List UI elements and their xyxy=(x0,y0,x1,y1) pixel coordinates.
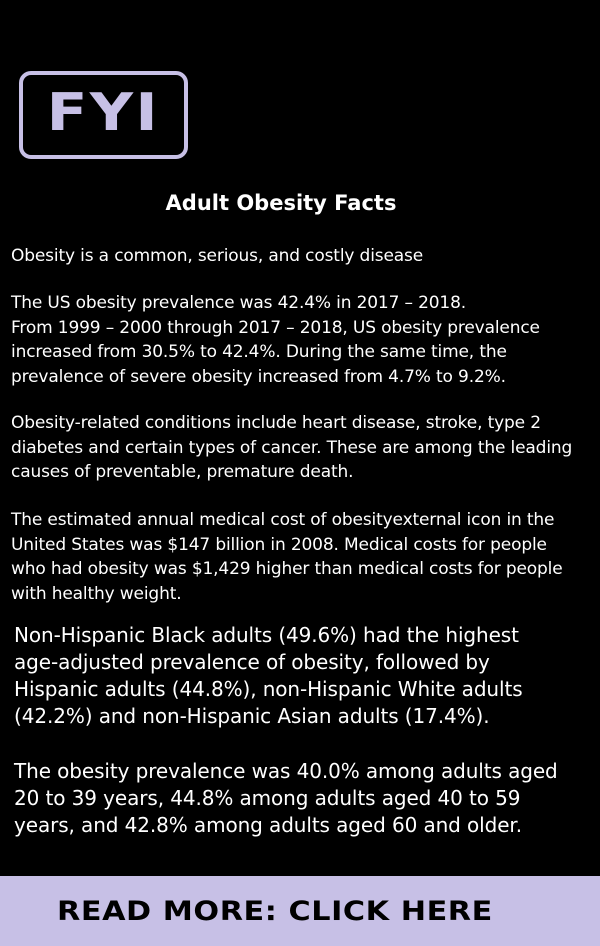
fyi-logo-text: FYI xyxy=(46,83,161,143)
read-more-label: READ MORE: CLICK HERE xyxy=(57,895,493,927)
paragraph-medical-cost: The estimated annual medical cost of obe… xyxy=(11,510,563,604)
paragraph-conditions: Obesity-related conditions include heart… xyxy=(11,413,573,482)
paragraph-prevalence: The US obesity prevalence was 42.4% in 2… xyxy=(11,293,540,387)
highlight-race-ethnicity: Non-Hispanic Black adults (49.6%) had th… xyxy=(14,623,523,728)
read-more-button[interactable]: READ MORE: CLICK HERE xyxy=(0,876,600,946)
page-title: Adult Obesity Facts xyxy=(165,191,397,215)
highlight-age-groups: The obesity prevalence was 40.0% among a… xyxy=(14,759,558,837)
paragraph-intro: Obesity is a common, serious, and costly… xyxy=(11,246,424,266)
fyi-logo: FYI xyxy=(19,71,188,159)
